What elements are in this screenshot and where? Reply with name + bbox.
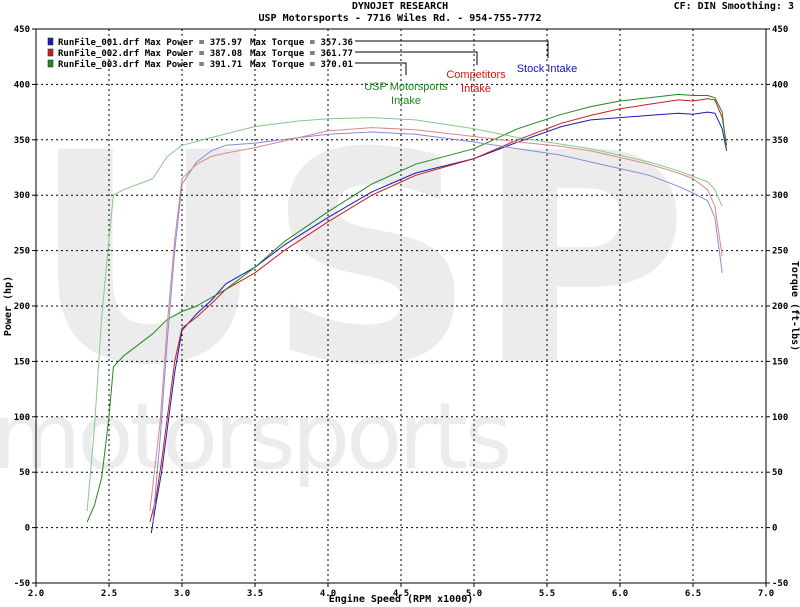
y-tick-label: 150 xyxy=(14,357,30,367)
series-line xyxy=(149,127,723,512)
watermark-motorsports: motorsports xyxy=(0,383,508,490)
x-tick-label: 3.0 xyxy=(174,589,190,599)
legend-swatch xyxy=(47,48,54,57)
y2-tick-label: 400 xyxy=(772,80,788,90)
x-tick-label: 5.5 xyxy=(539,589,555,599)
series-line xyxy=(150,111,728,534)
legend: RunFile_001.drf Max Power = 375.97 Max To… xyxy=(47,37,353,70)
annotation-label: Intake xyxy=(391,95,421,107)
y-tick-label: 100 xyxy=(14,413,30,423)
annotation-label: Competitors xyxy=(446,69,506,81)
x-tick-label: 3.5 xyxy=(247,589,263,599)
y-tick-label: 300 xyxy=(14,191,30,201)
series-line xyxy=(149,98,728,523)
y-axis-label: Power (hp) xyxy=(3,276,14,336)
y-tick-label: 250 xyxy=(14,247,30,257)
legend-swatch xyxy=(47,37,54,46)
y2-tick-label: 150 xyxy=(772,357,788,367)
x-tick-label: 7.0 xyxy=(758,589,774,599)
y-tick-label: 50 xyxy=(19,468,30,478)
x-tick-label: 4.5 xyxy=(393,589,409,599)
x-tick-label: 2.5 xyxy=(101,589,117,599)
legend-torque-label: Max Torque = 370.01 xyxy=(250,60,353,70)
watermark-usp: USP xyxy=(32,92,689,429)
annotation-label: Stock Intake xyxy=(517,63,578,75)
y2-tick-label: 300 xyxy=(772,191,788,201)
y-tick-label: 450 xyxy=(14,25,30,35)
annotation-leader xyxy=(355,62,407,75)
axis-ticks: 2.0 2.5 3.0 3.5 4.0 4.5 5.0 5.5 6.0 6.5 7.0-50 -500… xyxy=(14,25,789,599)
annotation-label: USP Motorsports xyxy=(364,81,448,93)
x-tick-label: 5.0 xyxy=(466,589,482,599)
chart-subtitle: USP Motorsports - 7716 Wiles Rd. - 954-7… xyxy=(258,13,542,24)
series-line xyxy=(152,131,723,523)
y2-tick-label: 450 xyxy=(772,25,788,35)
annotations: USP Motorsports Intake Competitors Intake St… xyxy=(355,40,578,107)
y2-tick-label: 50 xyxy=(772,468,783,478)
y2-tick-label: 350 xyxy=(772,136,788,146)
x-axis-label: Engine Speed (RPM x1000) xyxy=(329,593,474,605)
x-tick-label: 6.0 xyxy=(612,589,628,599)
y-tick-label: 0 xyxy=(25,524,30,534)
legend-swatch xyxy=(47,59,54,68)
y-tick-label: 200 xyxy=(14,302,30,312)
series-lines xyxy=(86,93,728,534)
y-tick-label: -50 xyxy=(14,579,30,589)
y2-tick-label: -50 xyxy=(772,579,788,589)
x-tick-label: 4.0 xyxy=(320,589,336,599)
chart-title: DYNOJET RESEARCH xyxy=(351,1,449,12)
series-line xyxy=(86,93,728,523)
annotation-label: Intake xyxy=(461,83,491,95)
x-tick-label: 2.0 xyxy=(28,589,44,599)
series-line xyxy=(86,117,723,512)
grid xyxy=(36,29,766,583)
legend-power-label: RunFile_001.drf Max Power = 375.97 xyxy=(58,37,242,48)
legend-torque-label: Max Torque = 357.36 xyxy=(250,38,353,48)
annotation-leader xyxy=(355,40,549,58)
legend-torque-label: Max Torque = 361.77 xyxy=(250,49,353,59)
y2-axis-label: Torque (ft-lbs) xyxy=(789,261,800,351)
legend-power-label: RunFile_002.drf Max Power = 387.08 xyxy=(58,48,242,59)
y2-tick-label: 200 xyxy=(772,302,788,312)
legend-power-label: RunFile_003.drf Max Power = 391.71 xyxy=(58,59,242,70)
annotation-leader xyxy=(355,51,478,65)
x-tick-label: 6.5 xyxy=(685,589,701,599)
y2-tick-label: 0 xyxy=(772,524,777,534)
settings-label: CF: DIN Smoothing: 3 xyxy=(673,1,794,12)
y-tick-label: 350 xyxy=(14,136,30,146)
y2-tick-label: 100 xyxy=(772,413,788,423)
y-tick-label: 400 xyxy=(14,80,30,90)
usp-watermark: USP motorsports xyxy=(0,92,688,490)
y2-tick-label: 250 xyxy=(772,247,788,257)
